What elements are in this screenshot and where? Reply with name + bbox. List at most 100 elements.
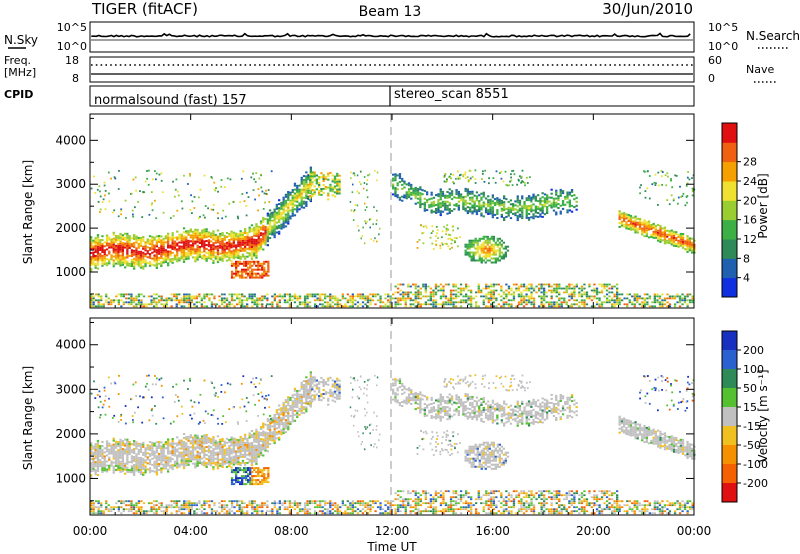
power-cell	[654, 228, 657, 231]
power-cell	[293, 182, 297, 185]
power-cell	[215, 187, 217, 189]
power-cell	[521, 211, 524, 214]
power-cell	[313, 191, 316, 194]
velocity-cell	[225, 437, 229, 440]
velocity-cell	[187, 445, 190, 448]
power-cell	[394, 191, 397, 194]
power-cell	[647, 236, 651, 239]
power-cell	[205, 232, 208, 235]
power-cell	[530, 285, 533, 288]
velocity-cell	[221, 448, 224, 450]
velocity-cell	[223, 444, 226, 447]
power-cell	[253, 272, 256, 275]
power-cell	[482, 195, 485, 198]
velocity-cell	[248, 444, 251, 447]
velocity-cell	[108, 468, 111, 471]
power-cell	[196, 256, 199, 259]
power-cell	[193, 305, 196, 308]
power-cell	[621, 293, 624, 296]
power-cell	[629, 226, 633, 229]
power-cell	[491, 216, 494, 219]
power-cell	[208, 297, 211, 300]
power-cell	[364, 303, 367, 306]
power-cell	[634, 223, 637, 226]
velocity-cell	[157, 465, 161, 467]
power-cell	[495, 170, 498, 173]
power-cell	[555, 295, 558, 298]
power-cell	[359, 295, 362, 298]
power-cell	[675, 239, 678, 242]
power-cell	[469, 206, 472, 209]
power-cell	[146, 246, 149, 249]
power-cell	[656, 299, 659, 302]
power-cell	[683, 297, 687, 300]
power-cell	[117, 254, 120, 257]
power-cell	[331, 301, 334, 304]
velocity-cell	[248, 452, 251, 455]
power-cell	[90, 187, 93, 190]
power-cell	[232, 253, 235, 256]
power-cell	[182, 227, 186, 230]
power-cell	[552, 209, 556, 212]
velocity-cell	[239, 435, 242, 438]
power-cell	[119, 240, 122, 243]
power-cell	[392, 183, 395, 186]
velocity-cell	[126, 440, 129, 443]
power-cell	[119, 209, 122, 212]
power-cell	[258, 303, 261, 306]
power-cell	[645, 221, 648, 224]
power-cell	[527, 295, 531, 298]
power-cell	[144, 255, 147, 258]
power-cell	[583, 305, 586, 308]
power-cell	[235, 256, 238, 259]
velocity-cell	[171, 448, 174, 450]
velocity-cell	[180, 445, 183, 448]
power-cell	[137, 252, 140, 255]
power-cell	[214, 247, 217, 250]
power-cell	[457, 295, 460, 298]
velocity-cell	[216, 467, 220, 470]
power-cell	[237, 260, 240, 263]
power-cell	[278, 209, 281, 211]
power-cell	[559, 192, 562, 195]
velocity-cell	[203, 442, 206, 445]
power-cell	[235, 234, 238, 237]
power-cell	[94, 192, 97, 194]
power-cell	[233, 305, 236, 308]
power-cell	[489, 208, 492, 211]
power-cell	[374, 169, 376, 172]
power-cell	[419, 198, 422, 201]
velocity-cell	[167, 444, 170, 447]
velocity-cell	[128, 451, 131, 453]
power-cell	[566, 201, 569, 204]
power-cell	[448, 175, 451, 178]
velocity-cell	[255, 428, 258, 431]
power-cell	[573, 291, 576, 294]
power-cell	[482, 249, 485, 252]
power-cell	[265, 272, 268, 275]
power-cbar-label: Power [dB]	[756, 173, 770, 238]
velocity-cell	[162, 467, 165, 470]
power-cell	[338, 184, 341, 187]
power-cell	[557, 199, 560, 202]
power-cell	[370, 238, 372, 241]
power-cell	[384, 305, 387, 308]
power-cell	[155, 253, 158, 256]
power-cell	[237, 217, 239, 220]
power-cell	[522, 295, 526, 298]
power-cell	[552, 203, 556, 206]
velocity-cell	[142, 445, 145, 448]
power-cell	[446, 196, 449, 199]
power-cell	[478, 237, 481, 240]
velocity-cell	[239, 447, 242, 450]
power-cell	[550, 206, 553, 209]
velocity-cell	[187, 447, 190, 450]
power-cell	[498, 243, 501, 246]
power-cell	[167, 240, 170, 243]
power-cell	[465, 299, 468, 302]
power-cell	[468, 239, 471, 242]
power-cell	[155, 301, 158, 304]
power-cell	[173, 254, 177, 257]
power-cell	[247, 272, 250, 275]
power-cell	[212, 254, 215, 256]
